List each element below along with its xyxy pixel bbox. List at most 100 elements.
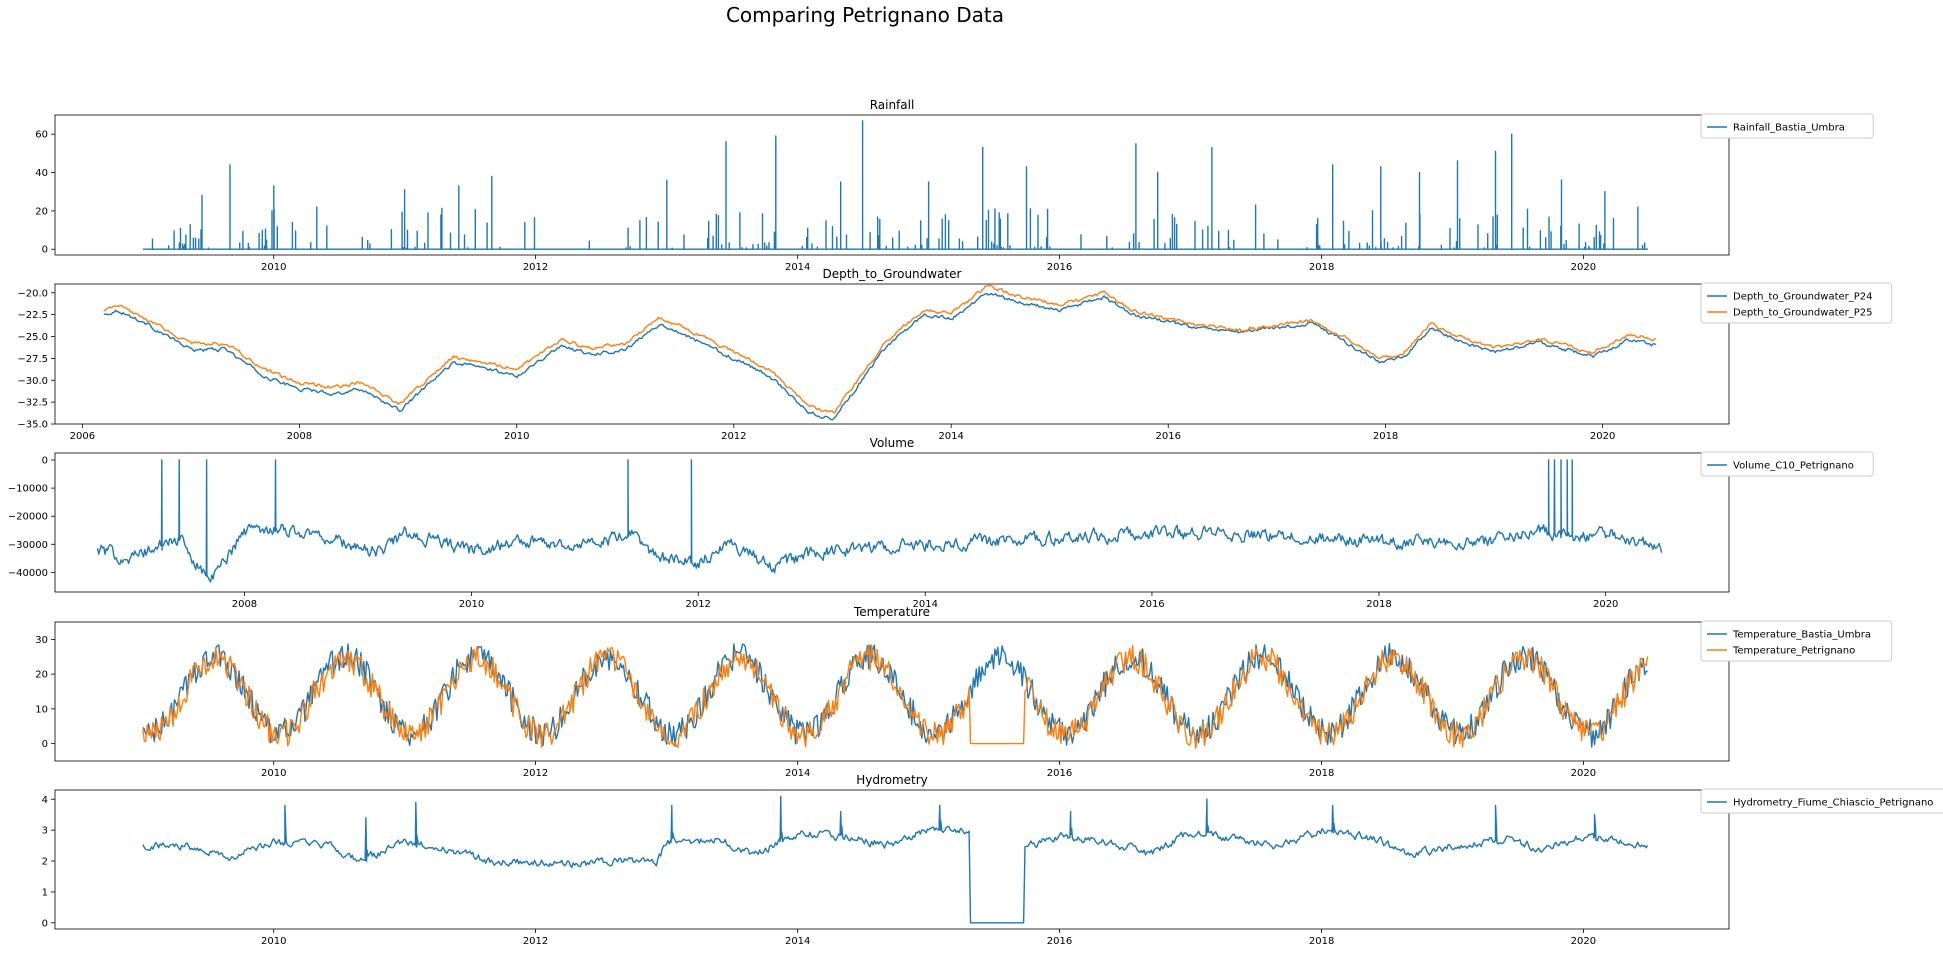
plot-area bbox=[142, 642, 1649, 749]
y-tick-label: 60 bbox=[35, 130, 48, 141]
x-tick-label: 2014 bbox=[785, 936, 810, 947]
series-line-depth-to-groundwater-p24 bbox=[103, 292, 1657, 421]
subplot-title: Hydrometry bbox=[856, 773, 928, 787]
axes-frame bbox=[54, 452, 1730, 593]
x-tick-label: 2010 bbox=[504, 431, 529, 442]
x-tick-label: 2006 bbox=[70, 431, 95, 442]
subplot-title: Volume bbox=[870, 436, 915, 450]
plot-area bbox=[142, 120, 1648, 250]
series-line-rainfall-bastia-umbra bbox=[142, 120, 1648, 250]
y-tick-label: −22.5 bbox=[17, 310, 48, 321]
x-tick-label: 2008 bbox=[287, 431, 312, 442]
y-tick-label: 30 bbox=[35, 635, 48, 646]
y-tick-label: 0 bbox=[42, 739, 48, 750]
y-tick-label: −40000 bbox=[8, 568, 48, 579]
x-tick-label: 2010 bbox=[459, 599, 484, 610]
x-tick-label: 2020 bbox=[1590, 431, 1615, 442]
plot-area bbox=[96, 459, 1663, 583]
x-tick-label: 2016 bbox=[1155, 431, 1180, 442]
y-tick-label: −30000 bbox=[8, 540, 48, 551]
series-line-temperature-bastia-umbra bbox=[142, 642, 1648, 748]
plot-area bbox=[142, 795, 1649, 924]
subplot-volume: Volume 2008 2010 2012 2014 2016 2018 2020 −40000… bbox=[8, 436, 1874, 610]
x-tick-label: 2008 bbox=[232, 599, 257, 610]
y-tick-label: −10000 bbox=[8, 484, 48, 495]
legend: Rainfall_Bastia_Umbra bbox=[1700, 113, 1874, 139]
y-tick-label: 3 bbox=[42, 826, 48, 837]
x-tick-label: 2014 bbox=[938, 431, 963, 442]
y-tick-label: 4 bbox=[42, 795, 48, 806]
legend: Temperature_Bastia_Umbra Temperature_Petr… bbox=[1700, 620, 1893, 662]
plot-area bbox=[103, 284, 1657, 421]
y-tick-label: 2 bbox=[42, 857, 48, 868]
subplot-depth-to-groundwater: Depth_to_Groundwater 2006 2008 2010 2012 2014… bbox=[17, 267, 1893, 442]
x-tick-label: 2012 bbox=[523, 262, 548, 273]
legend-box bbox=[1700, 620, 1893, 662]
x-tick-label: 2018 bbox=[1373, 431, 1398, 442]
legend-box bbox=[1700, 788, 1943, 814]
x-tick-label: 2016 bbox=[1047, 768, 1072, 779]
y-tick-label: 20 bbox=[35, 670, 48, 681]
x-tick-label: 2010 bbox=[261, 936, 286, 947]
legend-label: Temperature_Petrignano bbox=[1732, 646, 1855, 657]
legend-box bbox=[1700, 113, 1874, 139]
x-tick-label: 2016 bbox=[1047, 936, 1072, 947]
axes-frame bbox=[54, 789, 1730, 930]
axes-frame bbox=[54, 621, 1730, 762]
y-tick-label: 40 bbox=[35, 168, 48, 179]
subplot-title: Temperature bbox=[853, 605, 930, 619]
y-tick-label: 10 bbox=[35, 704, 48, 715]
legend-label: Depth_to_Groundwater_P24 bbox=[1733, 292, 1873, 303]
y-tick-label: −20000 bbox=[8, 512, 48, 523]
x-tick-label: 2018 bbox=[1366, 599, 1391, 610]
x-tick-label: 2016 bbox=[1139, 599, 1164, 610]
x-tick-label: 2014 bbox=[785, 768, 810, 779]
x-tick-label: 2012 bbox=[523, 936, 548, 947]
x-tick-label: 2020 bbox=[1571, 262, 1596, 273]
x-tick-label: 2018 bbox=[1309, 768, 1334, 779]
subplot-title: Depth_to_Groundwater bbox=[823, 267, 962, 281]
series-line-volume-c10-petrignano bbox=[96, 459, 1663, 583]
subplot-temperature: Temperature 2010 2012 2014 2016 2018 2020 0 10 20… bbox=[35, 605, 1893, 779]
x-tick-label: 2010 bbox=[261, 262, 286, 273]
axes-frame bbox=[54, 114, 1730, 256]
legend-label: Volume_C10_Petrignano bbox=[1733, 461, 1854, 472]
legend-label: Hydrometry_Fiume_Chiascio_Petrignano bbox=[1733, 798, 1933, 809]
x-tick-label: 2012 bbox=[685, 599, 710, 610]
y-tick-label: −20.0 bbox=[17, 288, 48, 299]
x-tick-label: 2010 bbox=[261, 768, 286, 779]
legend-label: Rainfall_Bastia_Umbra bbox=[1733, 123, 1845, 134]
x-tick-label: 2016 bbox=[1047, 262, 1072, 273]
x-tick-label: 2020 bbox=[1571, 768, 1596, 779]
y-tick-label: −27.5 bbox=[17, 354, 48, 365]
x-tick-label: 2012 bbox=[523, 768, 548, 779]
legend: Volume_C10_Petrignano bbox=[1700, 451, 1874, 477]
y-tick-label: −30.0 bbox=[17, 376, 48, 387]
legend-box bbox=[1700, 451, 1874, 477]
series-line-temperature-petrignano bbox=[142, 644, 1649, 749]
axes-frame bbox=[54, 283, 1730, 425]
x-tick-label: 2018 bbox=[1309, 936, 1334, 947]
y-tick-label: −25.0 bbox=[17, 332, 48, 343]
x-tick-label: 2014 bbox=[785, 262, 810, 273]
subplot-rainfall: Rainfall 2010 2012 2014 2016 2018 2020 0 20 40 60 R… bbox=[35, 98, 1874, 273]
legend-label: Temperature_Bastia_Umbra bbox=[1732, 630, 1871, 641]
y-tick-label: 0 bbox=[42, 918, 48, 929]
y-tick-label: 0 bbox=[42, 245, 48, 256]
legend: Hydrometry_Fiume_Chiascio_Petrignano bbox=[1700, 788, 1943, 814]
legend-box bbox=[1700, 282, 1893, 324]
figure-title: Comparing Petrignano Data bbox=[726, 3, 1004, 27]
legend: Depth_to_Groundwater_P24 Depth_to_Groundw… bbox=[1700, 282, 1893, 324]
x-tick-label: 2018 bbox=[1309, 262, 1334, 273]
x-tick-label: 2020 bbox=[1571, 936, 1596, 947]
x-tick-label: 2020 bbox=[1593, 599, 1618, 610]
subplot-title: Rainfall bbox=[870, 98, 915, 112]
x-tick-label: 2014 bbox=[913, 599, 938, 610]
y-tick-label: −35.0 bbox=[17, 420, 48, 431]
x-tick-label: 2012 bbox=[721, 431, 746, 442]
y-tick-label: 1 bbox=[42, 887, 48, 898]
series-line-hydrometry-fiume-chiascio-petrignano bbox=[142, 795, 1649, 924]
y-tick-label: 20 bbox=[35, 206, 48, 217]
